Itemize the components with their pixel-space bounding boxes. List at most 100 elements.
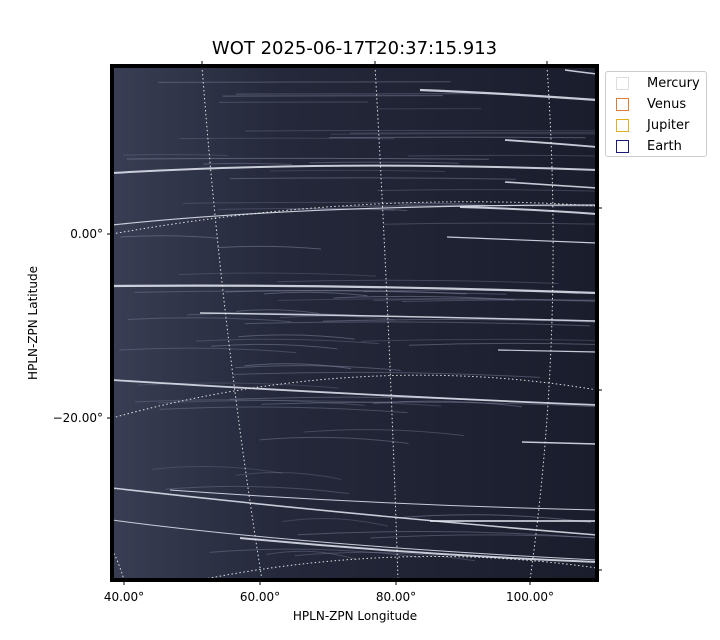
bright-streak xyxy=(112,284,597,295)
faint-streak xyxy=(282,517,389,527)
faint-streak xyxy=(120,235,219,239)
faint-streak xyxy=(203,162,293,165)
faint-streak xyxy=(330,133,597,135)
faint-streak xyxy=(230,177,516,180)
faint-streak xyxy=(217,207,395,211)
grid-line xyxy=(112,374,597,419)
chart-title: WOT 2025-06-17T20:37:15.913 xyxy=(211,38,498,59)
faint-streak xyxy=(238,334,355,340)
tick-marks xyxy=(107,61,602,585)
legend: Mercury Venus Jupiter Earth xyxy=(605,71,707,157)
faint-streak xyxy=(123,154,228,156)
faint-streak xyxy=(277,279,559,284)
grid-line xyxy=(529,66,554,580)
bright-streak xyxy=(239,537,597,563)
faint-streak xyxy=(370,534,597,539)
faint-streak xyxy=(402,299,597,303)
faint-streak xyxy=(398,203,482,207)
faint-streak xyxy=(303,429,465,437)
bright-streak xyxy=(112,519,597,561)
x-tick-label: 80.00° xyxy=(376,590,416,604)
legend-item-earth: Earth xyxy=(616,138,682,154)
faint-streak xyxy=(235,472,342,480)
faint-streak xyxy=(119,347,297,354)
faint-streak xyxy=(408,342,597,346)
bright-streak xyxy=(112,164,597,174)
faint-streak xyxy=(322,319,597,323)
legend-label: Venus xyxy=(647,96,687,112)
faint-streak xyxy=(152,466,283,474)
faint-streak xyxy=(165,485,349,495)
faint-streak xyxy=(329,136,586,139)
y-axis-label: HPLN-ZPN Latitude xyxy=(26,266,40,380)
image-frame xyxy=(112,66,597,580)
legend-swatch xyxy=(616,76,629,90)
faint-streak xyxy=(280,315,395,321)
plot-border xyxy=(110,64,599,582)
bright-streak xyxy=(112,379,597,406)
faint-streak xyxy=(209,548,422,558)
faint-streak xyxy=(245,321,590,327)
faint-streak xyxy=(134,290,507,295)
x-axis-label: HPLN-ZPN Longitude xyxy=(293,609,417,623)
x-tick-label: 40.00° xyxy=(104,590,144,604)
x-tick-label: 60.00° xyxy=(240,590,280,604)
bright-streak xyxy=(521,441,597,445)
x-tick-label: 100.00° xyxy=(506,590,554,604)
faint-streak xyxy=(216,245,321,250)
legend-label: Mercury xyxy=(647,75,700,91)
bright-streak xyxy=(497,349,597,353)
faint-streak xyxy=(373,298,597,302)
grid-line xyxy=(201,66,263,580)
grid-line xyxy=(112,201,597,235)
legend-item-jupiter: Jupiter xyxy=(616,117,689,133)
faint-streak xyxy=(333,295,516,301)
faint-streak xyxy=(134,399,365,406)
faint-streak xyxy=(235,365,401,371)
faint-streak xyxy=(195,338,380,345)
faint-streak xyxy=(159,406,408,414)
faint-streak xyxy=(179,137,395,140)
faint-streak xyxy=(361,338,597,342)
coordinate-grid xyxy=(112,66,597,580)
faint-streak xyxy=(263,291,368,297)
faint-streak xyxy=(158,81,451,83)
bright-streak xyxy=(169,489,597,511)
faint-streak xyxy=(236,309,320,315)
legend-label: Earth xyxy=(647,138,682,154)
faint-streak xyxy=(259,436,409,445)
faint-streak xyxy=(396,514,592,523)
bright-streak xyxy=(112,487,597,536)
legend-swatch xyxy=(616,97,629,111)
grid-line xyxy=(112,549,125,580)
faint-streak xyxy=(277,298,597,302)
bright-streak xyxy=(564,69,597,75)
legend-item-mercury: Mercury xyxy=(616,75,700,91)
faint-streak xyxy=(127,317,292,323)
faint-streak xyxy=(297,531,597,539)
faint-streak xyxy=(377,189,597,192)
faint-streak xyxy=(178,272,377,277)
faint-streak xyxy=(127,157,489,160)
faint-streak xyxy=(183,201,486,205)
faint-streak xyxy=(261,401,597,408)
faint-streak xyxy=(294,551,475,562)
y-tick-label: 0.00° xyxy=(70,227,103,241)
faint-streak xyxy=(232,371,541,378)
bright-streak xyxy=(419,88,597,102)
faint-streak xyxy=(211,343,338,350)
legend-item-venus: Venus xyxy=(616,96,686,112)
faint-streak xyxy=(270,169,445,173)
bright-streak xyxy=(459,206,597,215)
bright-streak xyxy=(112,204,597,226)
faint-streak xyxy=(309,161,460,164)
y-tick-label: −20.00° xyxy=(53,411,103,425)
faint-streak xyxy=(244,363,352,370)
grid-line xyxy=(199,555,597,580)
faint-streak xyxy=(266,550,358,561)
bright-streak xyxy=(446,236,597,244)
bright-streak xyxy=(504,181,597,189)
legend-swatch xyxy=(616,139,629,153)
bright-streak xyxy=(199,312,597,322)
